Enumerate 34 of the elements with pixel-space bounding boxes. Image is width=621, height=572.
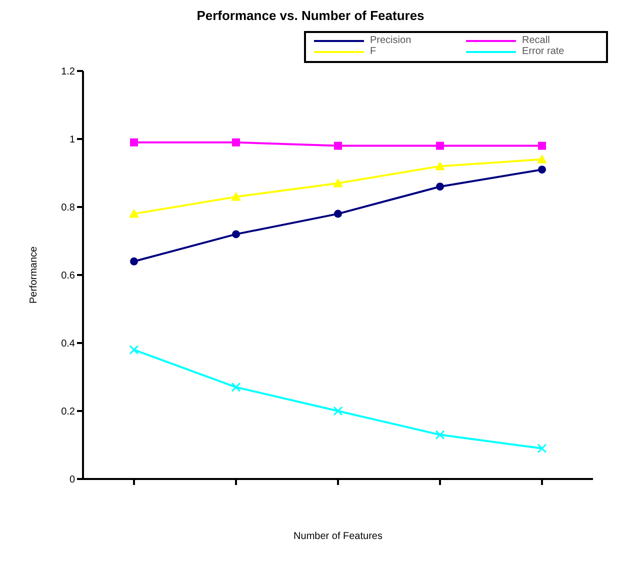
point [232,138,240,146]
y-tick-label: 1 [69,134,76,146]
y-tick-label: 0.6 [61,270,76,282]
y-axis-title: Performance [28,246,40,304]
legend-label: Recall [522,35,550,46]
point [129,345,139,355]
legend-label: F [370,46,376,57]
y-tick-label: 0.2 [61,406,76,418]
point [435,430,445,440]
point [436,182,444,191]
point [231,382,241,392]
y-tick-label: 0.4 [61,338,76,350]
point [130,138,138,146]
legend-label: Error rate [522,46,564,57]
point [435,161,445,170]
point [333,406,343,416]
point [129,208,139,218]
y-tick-label: 1.2 [61,66,76,78]
chart-title: Performance vs. Number of Features [196,8,426,23]
y-tick-label: 0.8 [61,202,76,214]
point [333,178,343,188]
point [130,257,138,266]
point [537,154,547,164]
point [436,142,444,150]
legend-label: Precision [370,35,412,46]
point [334,142,342,150]
point [538,166,546,174]
point [537,444,547,454]
x-axis-title: Number of Features [294,531,382,542]
y-tick-label: 0 [69,474,76,486]
point [334,210,342,218]
point [232,230,240,238]
point [231,192,241,201]
point [538,142,546,150]
